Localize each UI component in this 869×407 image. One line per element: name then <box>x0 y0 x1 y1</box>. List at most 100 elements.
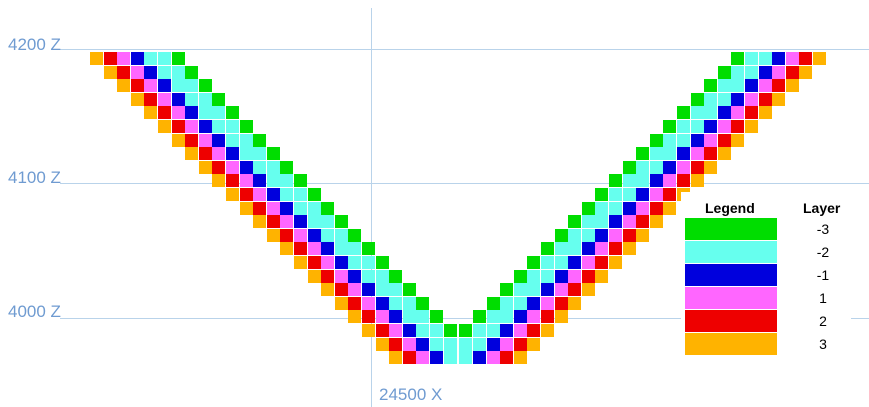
cell-layer--3 <box>308 188 321 201</box>
cell-layer--3 <box>609 174 622 187</box>
cell-layer--2 <box>500 310 513 323</box>
cell-layer--2 <box>294 188 307 201</box>
cell-layer--2 <box>280 174 293 187</box>
legend-value-2: 2 <box>819 313 827 329</box>
cell-layer--1 <box>745 79 758 92</box>
cell-layer--2 <box>527 270 540 283</box>
cell-layer-3 <box>280 242 293 255</box>
cell-layer--2 <box>416 324 429 337</box>
cell-layer-1 <box>335 270 348 283</box>
cell-layer--2 <box>595 215 608 228</box>
cell-layer--2 <box>362 270 375 283</box>
cell-layer-1 <box>117 52 130 65</box>
cell-layer-3 <box>582 283 595 296</box>
z-label-4100: 4100 Z <box>8 168 61 187</box>
cell-layer-3 <box>813 52 826 65</box>
cell-layer-2 <box>253 202 266 215</box>
cell-layer--3 <box>595 188 608 201</box>
cell-layer-2 <box>555 297 568 310</box>
cell-layer-3 <box>294 256 307 269</box>
cell-layer-1 <box>636 202 649 215</box>
cell-layer--2 <box>376 270 389 283</box>
cell-layer-2 <box>348 297 361 310</box>
cell-layer--2 <box>144 52 157 65</box>
cell-layer-1 <box>650 188 663 201</box>
cell-layer--2 <box>527 283 540 296</box>
cell-layer-1 <box>416 351 429 364</box>
cell-layer--1 <box>158 79 171 92</box>
cell-layer--2 <box>459 338 472 351</box>
cell-layer-3 <box>348 310 361 323</box>
cell-layer--2 <box>240 134 253 147</box>
cell-layer--1 <box>568 256 581 269</box>
cell-layer--1 <box>226 147 239 160</box>
cell-layer-3 <box>555 310 568 323</box>
cell-layer--3 <box>335 215 348 228</box>
cell-layer--2 <box>759 52 772 65</box>
cell-layer--1 <box>144 66 157 79</box>
cell-layer-2 <box>144 93 157 106</box>
cell-layer--2 <box>677 120 690 133</box>
cell-layer-2 <box>308 256 321 269</box>
cell-layer--3 <box>527 256 540 269</box>
cell-layer--2 <box>348 256 361 269</box>
cell-layer--2 <box>212 120 225 133</box>
cell-layer-1 <box>704 134 717 147</box>
cell-layer--3 <box>294 174 307 187</box>
cell-layer-2 <box>280 229 293 242</box>
cell-layer-1 <box>144 79 157 92</box>
cell-layer--3 <box>500 283 513 296</box>
cell-layer--2 <box>473 338 486 351</box>
cell-layer--3 <box>623 161 636 174</box>
cell-layer-1 <box>759 79 772 92</box>
cell-layer-3 <box>226 188 239 201</box>
cell-layer-3 <box>745 120 758 133</box>
cell-layer-3 <box>172 134 185 147</box>
cell-layer--2 <box>691 106 704 119</box>
cell-layer--3 <box>636 147 649 160</box>
cell-layer-3 <box>731 134 744 147</box>
cell-layer--1 <box>416 338 429 351</box>
cell-layer--3 <box>663 120 676 133</box>
z-label-4000: 4000 Z <box>8 302 61 321</box>
cell-layer--1 <box>541 283 554 296</box>
cell-layer--2 <box>745 66 758 79</box>
cell-layer--3 <box>555 229 568 242</box>
cell-layer--2 <box>185 79 198 92</box>
cell-layer-3 <box>568 297 581 310</box>
cell-layer--3 <box>473 310 486 323</box>
cell-layer--2 <box>308 215 321 228</box>
cell-layer--1 <box>308 229 321 242</box>
cell-layer--3 <box>253 134 266 147</box>
cell-layer--3 <box>240 120 253 133</box>
legend-layer-header: Layer <box>803 200 841 216</box>
cell-layer-3 <box>609 256 622 269</box>
legend-swatch--2 <box>685 241 777 263</box>
cell-layer--2 <box>487 310 500 323</box>
cell-layer-1 <box>212 147 225 160</box>
cell-layer-1 <box>487 351 500 364</box>
cell-layer--2 <box>650 147 663 160</box>
cell-layer-1 <box>595 242 608 255</box>
cell-layer--2 <box>500 297 513 310</box>
cell-layer-3 <box>267 229 280 242</box>
cell-layer-1 <box>582 256 595 269</box>
cell-layer--3 <box>582 202 595 215</box>
cell-layer-3 <box>799 66 812 79</box>
cell-layer-2 <box>650 202 663 215</box>
cell-layer--3 <box>677 106 690 119</box>
cell-layer--3 <box>459 324 472 337</box>
cell-layer-2 <box>704 147 717 160</box>
cell-layer--2 <box>691 120 704 133</box>
cell-layer-2 <box>226 174 239 187</box>
cell-layer-3 <box>253 215 266 228</box>
cell-layer-2 <box>731 120 744 133</box>
cell-layer-3 <box>362 324 375 337</box>
cell-layer--2 <box>430 324 443 337</box>
cell-layer--2 <box>582 215 595 228</box>
cell-layer--2 <box>267 174 280 187</box>
cell-layer-2 <box>527 324 540 337</box>
cell-layer--2 <box>623 188 636 201</box>
cell-layer--2 <box>677 134 690 147</box>
cell-layer--1 <box>663 161 676 174</box>
